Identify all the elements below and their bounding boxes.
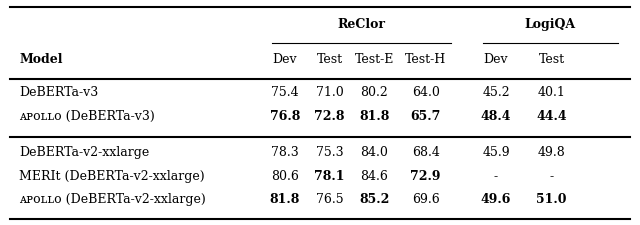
Text: 51.0: 51.0 <box>536 193 567 205</box>
Text: Test: Test <box>539 53 564 66</box>
Text: Test-E: Test-E <box>355 53 394 66</box>
Text: MERIt (DeBERTa-v2-xxlarge): MERIt (DeBERTa-v2-xxlarge) <box>19 169 205 182</box>
Text: -: - <box>494 169 498 182</box>
Text: ᴀᴘᴏʟʟᴏ (DeBERTa-v2-xxlarge): ᴀᴘᴏʟʟᴏ (DeBERTa-v2-xxlarge) <box>19 193 206 205</box>
Text: 48.4: 48.4 <box>481 109 511 122</box>
Text: 85.2: 85.2 <box>359 193 390 205</box>
Text: 49.8: 49.8 <box>538 145 566 158</box>
Text: 76.5: 76.5 <box>316 193 344 205</box>
Text: 69.6: 69.6 <box>412 193 440 205</box>
Text: Model: Model <box>19 53 63 66</box>
Text: -: - <box>550 169 554 182</box>
Text: 45.9: 45.9 <box>482 145 510 158</box>
Text: Dev: Dev <box>273 53 297 66</box>
Text: Test-H: Test-H <box>405 53 446 66</box>
Text: 80.2: 80.2 <box>360 86 388 99</box>
Text: 44.4: 44.4 <box>536 109 567 122</box>
Text: 45.2: 45.2 <box>482 86 510 99</box>
Text: 64.0: 64.0 <box>412 86 440 99</box>
Text: 72.8: 72.8 <box>314 109 345 122</box>
Text: 76.8: 76.8 <box>269 109 300 122</box>
Text: 81.8: 81.8 <box>269 193 300 205</box>
Text: 80.6: 80.6 <box>271 169 299 182</box>
Text: 68.4: 68.4 <box>412 145 440 158</box>
Text: 75.3: 75.3 <box>316 145 344 158</box>
Text: Dev: Dev <box>484 53 508 66</box>
Text: 72.9: 72.9 <box>410 169 441 182</box>
Text: DeBERTa-v2-xxlarge: DeBERTa-v2-xxlarge <box>19 145 150 158</box>
Text: DeBERTa-v3: DeBERTa-v3 <box>19 86 99 99</box>
Text: Test: Test <box>317 53 342 66</box>
Text: 84.6: 84.6 <box>360 169 388 182</box>
Text: 65.7: 65.7 <box>410 109 441 122</box>
Text: 78.3: 78.3 <box>271 145 299 158</box>
Text: 40.1: 40.1 <box>538 86 566 99</box>
Text: 71.0: 71.0 <box>316 86 344 99</box>
Text: 81.8: 81.8 <box>359 109 390 122</box>
Text: 78.1: 78.1 <box>314 169 345 182</box>
Text: ᴀᴘᴏʟʟᴏ (DeBERTa-v3): ᴀᴘᴏʟʟᴏ (DeBERTa-v3) <box>19 109 155 122</box>
Text: 49.6: 49.6 <box>481 193 511 205</box>
Text: 75.4: 75.4 <box>271 86 299 99</box>
Text: LogiQA: LogiQA <box>525 18 576 31</box>
Text: 84.0: 84.0 <box>360 145 388 158</box>
Text: ReClor: ReClor <box>338 18 385 31</box>
